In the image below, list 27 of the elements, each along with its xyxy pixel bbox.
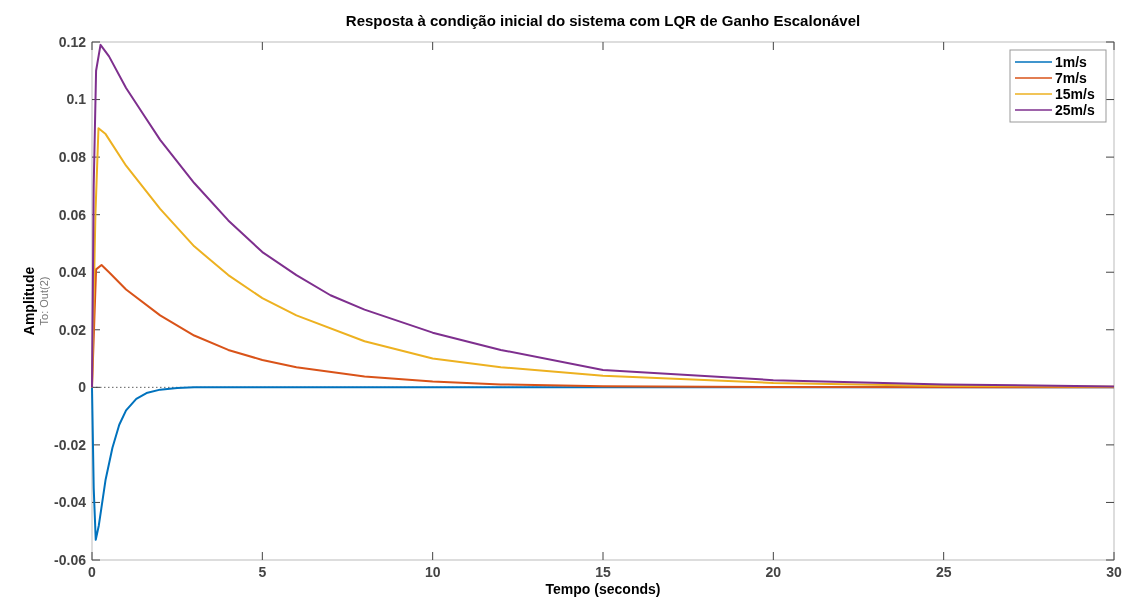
x-tick-label: 5 [258,564,267,580]
x-tick-label: 10 [424,564,441,580]
x-tick-label: 30 [1106,564,1122,580]
y-tick-label: -0.04 [54,494,87,511]
legend-label: 1m/s [1055,53,1088,70]
y-tick-label: 0.08 [58,149,87,166]
chart-title: Resposta à condição inicial do sistema com LQR de Ganho Escalonável [345,12,861,29]
y-tick-label: -0.06 [54,551,87,568]
legend-label: 15m/s [1055,85,1095,102]
y-tick-label: -0.02 [54,436,87,453]
y-tick-label: 0.02 [58,321,87,338]
x-tick-label: 0 [88,564,97,580]
line-series [91,127,1115,389]
x-tick-label: 15 [595,564,611,580]
y-tick-label: 0.06 [58,206,87,223]
y-tick-label: 0.04 [58,264,87,281]
legend-label: 7m/s [1055,69,1088,86]
y-tick-label: 0.12 [58,33,87,50]
y-tick-label: 0 [78,379,87,396]
line-series [91,43,1115,389]
x-axis-title: Tempo (seconds) [545,581,661,597]
x-tick-label: 20 [765,564,782,580]
y-tick-label: 0.1 [66,91,87,108]
legend-label: 25m/s [1055,101,1095,118]
x-tick-label: 25 [935,564,952,580]
text: To: Out(2) [38,276,50,326]
y-axis-title: Amplitude [21,266,37,336]
